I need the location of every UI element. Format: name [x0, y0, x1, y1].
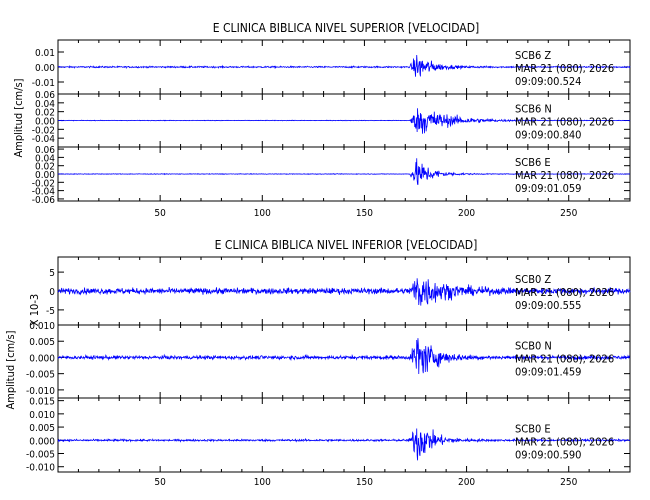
y-tick-label: -0.06 — [32, 195, 56, 206]
y-tick-label: 0.01 — [35, 48, 55, 59]
x-tick-label: 250 — [560, 208, 577, 219]
record-date-label: MAR 21 (080), 2026 — [515, 352, 614, 365]
y-tick-label: 0.010 — [29, 321, 55, 332]
record-time-label: 09:09:00.524 — [515, 75, 581, 88]
y-tick-label: -0.005 — [26, 370, 55, 381]
record-date-label: MAR 21 (080), 2026 — [515, 286, 614, 299]
chart-title-inferior: E CLINICA BIBLICA NIVEL INFERIOR [VELOCI… — [215, 238, 478, 252]
y-tick-label: 0.000 — [29, 436, 55, 447]
y-tick-label: -0.02 — [32, 125, 55, 136]
waveform-SCB0-Z — [57, 278, 631, 306]
y-tick-label: 0.010 — [29, 410, 55, 421]
record-time-label: 09:09:01.459 — [515, 365, 581, 378]
record-time-label: 09:09:00.590 — [515, 448, 581, 461]
record-date-label: MAR 21 (080), 2026 — [515, 62, 614, 75]
y-tick-label: 0.00 — [35, 117, 55, 128]
station-component-label: SCB0 N — [515, 339, 552, 352]
station-component-label: SCB6 Z — [515, 49, 551, 62]
y-tick-label: 0.00 — [35, 63, 55, 74]
record-time-label: 09:09:00.840 — [515, 129, 581, 142]
x-tick-label: 200 — [458, 477, 475, 488]
y-tick-label: -0.04 — [32, 134, 56, 145]
x-tick-label: 50 — [154, 208, 166, 219]
y-tick-label: 0 — [49, 287, 55, 298]
y-tick-label: 0.06 — [35, 145, 55, 156]
y-tick-label: 0.005 — [29, 337, 55, 348]
waveform-SCB6-E — [57, 158, 631, 186]
x-tick-label: 150 — [356, 208, 373, 219]
y-tick-label: -0.02 — [32, 178, 55, 189]
x-tick-label: 200 — [458, 208, 475, 219]
record-time-label: 09:09:01.059 — [515, 182, 581, 195]
waveform-SCB0-E — [57, 428, 631, 461]
y-tick-label: -0.01 — [32, 78, 55, 89]
y-tick-label: 5 — [49, 268, 55, 279]
y-tick-label: 0.000 — [29, 353, 55, 364]
y-tick-label: -0.005 — [26, 450, 55, 461]
y-tick-label: 0.04 — [35, 153, 55, 164]
y-tick-label: 0.06 — [35, 90, 55, 101]
scale-multiplier-label: X 10-3 — [28, 294, 41, 326]
record-date-label: MAR 21 (080), 2026 — [515, 116, 614, 129]
x-tick-label: 150 — [356, 477, 373, 488]
x-tick-label: 100 — [254, 208, 271, 219]
y-tick-label: -5 — [46, 306, 55, 317]
record-date-label: MAR 21 (080), 2026 — [515, 169, 614, 182]
y-tick-label: 0.04 — [35, 99, 55, 110]
station-component-label: SCB0 E — [515, 422, 551, 435]
waveform-SCB6-Z — [57, 54, 631, 77]
waveform-SCB0-N — [57, 338, 631, 375]
waveform-SCB6-N — [57, 108, 631, 134]
y-tick-label: 0.015 — [29, 397, 55, 408]
station-component-label: SCB6 N — [515, 103, 552, 116]
y-tick-label: 0.005 — [29, 423, 55, 434]
station-component-label: SCB6 E — [515, 156, 551, 169]
y-tick-label: 0.00 — [35, 170, 55, 181]
record-time-label: 09:09:00.555 — [515, 299, 581, 312]
trace-panel-SCB0-E: 0.015 0.010 0.005 0.000 -0.005 -0.010 SCB0 EMA… — [26, 397, 631, 474]
x-tick-label: 100 — [254, 477, 271, 488]
station-component-label: SCB0 Z — [515, 273, 551, 286]
y-axis-label-superior: Amplitud [cm/s] — [12, 78, 25, 157]
x-tick-label: 50 — [154, 477, 166, 488]
y-tick-label: -0.04 — [32, 187, 56, 198]
chart-title-superior: E CLINICA BIBLICA NIVEL SUPERIOR [VELOCI… — [213, 21, 479, 35]
x-tick-label: 250 — [560, 477, 577, 488]
y-tick-label: -0.010 — [26, 463, 55, 474]
trace-panel-SCB6-E: 0.060.040.020.00-0.02-0.04-0.06 SCB6 EMAR… — [32, 145, 631, 206]
y-tick-label: 0.02 — [35, 162, 55, 173]
record-date-label: MAR 21 (080), 2026 — [515, 435, 614, 448]
y-tick-label: -0.010 — [26, 386, 55, 397]
y-tick-label: 0.02 — [35, 108, 55, 119]
y-axis-label-inferior: Amplitud [cm/s] — [4, 330, 17, 409]
